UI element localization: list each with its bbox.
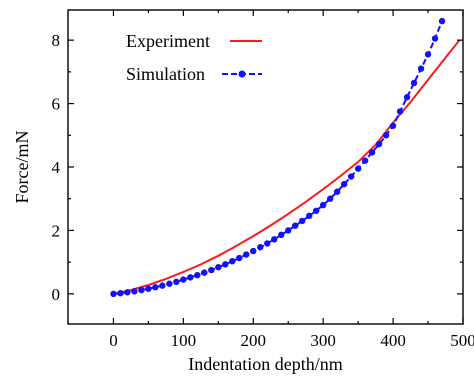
legend-label-simulation: Simulation (126, 64, 205, 84)
simulation-point (166, 280, 173, 287)
series-line-simulation (113, 20, 443, 295)
simulation-point (347, 173, 355, 180)
x-tick-label: 200 (241, 331, 267, 350)
legend-label-experiment: Experiment (126, 31, 210, 51)
y-axis-title: Force/mN (12, 131, 32, 204)
simulation-point (145, 285, 152, 292)
simulation-point (229, 258, 236, 265)
legend-marker-simulation (238, 70, 246, 78)
simulation-point (264, 240, 271, 247)
simulation-point (438, 17, 446, 25)
simulation-point (340, 180, 348, 188)
simulation-point (292, 222, 299, 229)
simulation-point (319, 201, 327, 209)
simulation-point (187, 274, 194, 281)
simulation-point (208, 266, 215, 274)
simulation-point (403, 94, 411, 101)
y-tick-label: 6 (52, 95, 61, 114)
x-axis-title: Indentation depth/nm (188, 354, 342, 374)
simulation-point (131, 288, 138, 295)
simulation-point (243, 251, 250, 258)
x-tick-label: 300 (310, 331, 336, 350)
simulation-point (410, 79, 418, 87)
simulation-point (417, 65, 425, 72)
axes: 0 100 200 300 400 500 0 2 4 6 8 Indentation depth/n… (12, 9, 474, 374)
simulation-point (354, 165, 362, 172)
simulation-point (222, 261, 229, 268)
x-tick-label: 400 (380, 331, 406, 350)
legend: Experiment Simulation (126, 31, 262, 84)
simulation-point (424, 51, 432, 58)
simulation-point (299, 217, 306, 225)
simulation-point (194, 271, 201, 279)
simulation-point (396, 108, 404, 115)
simulation-point (312, 207, 320, 214)
simulation-point (257, 244, 264, 251)
y-tick-label: 2 (52, 221, 61, 240)
simulation-point (431, 35, 439, 42)
y-tick-label: 8 (52, 31, 61, 50)
simulation-point (333, 188, 341, 195)
simulation-point (271, 236, 278, 243)
simulation-point (159, 282, 166, 289)
plot-frame (67, 9, 464, 325)
plot-area (110, 17, 461, 298)
simulation-point (180, 276, 187, 283)
simulation-point (326, 195, 334, 202)
x-tick-label: 0 (109, 331, 118, 350)
simulation-point (138, 286, 145, 294)
simulation-point (375, 140, 383, 148)
simulation-point (124, 289, 131, 296)
series-line-experiment (113, 39, 461, 295)
y-tick-label: 4 (52, 158, 61, 177)
simulation-point (285, 227, 292, 234)
simulation-point (173, 278, 180, 286)
simulation-point (201, 269, 208, 276)
x-tick-label: 100 (171, 331, 197, 350)
simulation-point (110, 290, 117, 298)
simulation-point (382, 132, 390, 139)
simulation-point (117, 290, 124, 297)
y-tick-label: 0 (52, 285, 61, 304)
simulation-point (250, 247, 257, 255)
simulation-point (361, 157, 369, 164)
simulation-point (278, 231, 285, 239)
simulation-point (152, 284, 159, 291)
simulation-point (215, 264, 222, 271)
simulation-point (389, 122, 397, 129)
simulation-point (305, 212, 313, 220)
simulation-point (368, 149, 376, 156)
simulation-point (236, 254, 243, 262)
x-tick-label: 500 (450, 331, 474, 350)
